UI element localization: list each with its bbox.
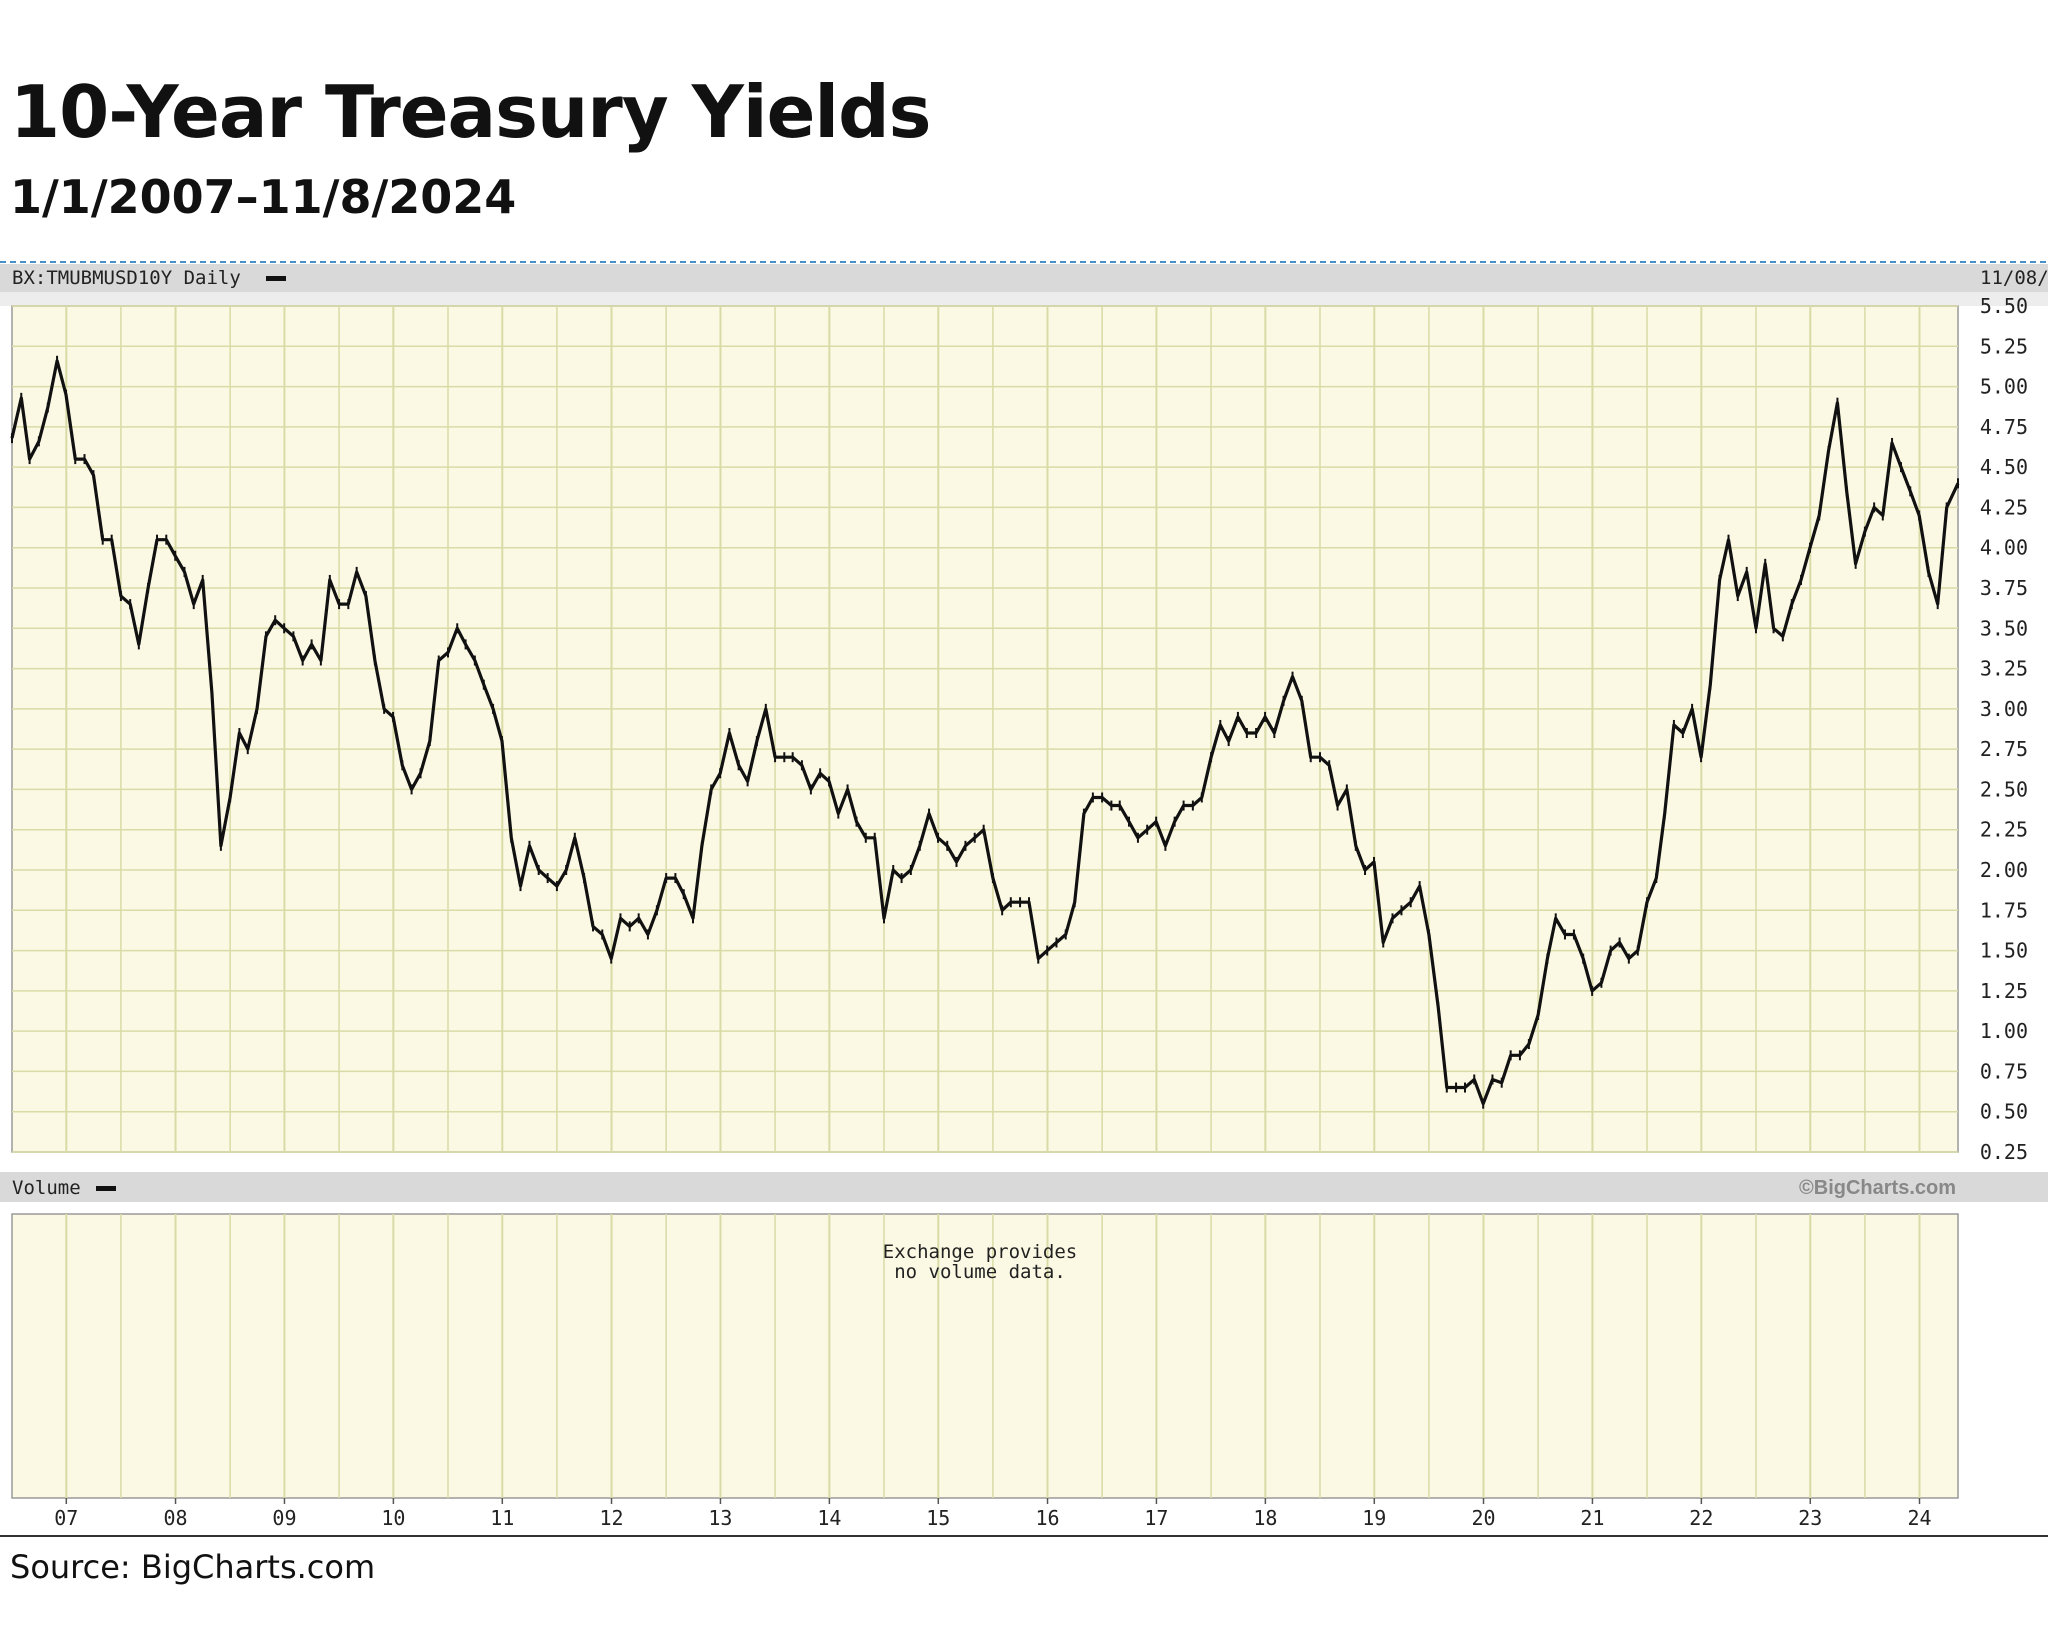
volume-label: Volume [12, 1177, 81, 1199]
x-tick-label: 19 [1362, 1506, 1386, 1530]
no-volume-line2: no volume data. [894, 1261, 1066, 1283]
y-tick-label: 5.00 [1980, 375, 2028, 399]
y-tick-label: 4.00 [1980, 536, 2028, 560]
volume-plot-area [11, 1213, 1959, 1499]
price-header-gap [0, 292, 2048, 306]
x-tick-label: 23 [1798, 1506, 1822, 1530]
x-tick-label: 20 [1471, 1506, 1495, 1530]
x-tick-label: 08 [163, 1506, 187, 1530]
y-tick-label: 3.75 [1980, 576, 2028, 600]
x-tick-label: 09 [272, 1506, 296, 1530]
no-volume-line1: Exchange provides [883, 1241, 1077, 1263]
x-tick-label: 11 [490, 1506, 514, 1530]
y-tick-label: 3.50 [1980, 616, 2028, 640]
y-tick-label: 1.00 [1980, 1019, 2028, 1043]
x-tick-label: 14 [817, 1506, 841, 1530]
bigcharts-watermark: ©BigCharts.com [1799, 1177, 1956, 1199]
y-tick-label: 2.75 [1980, 737, 2028, 761]
x-tick-label: 15 [926, 1506, 950, 1530]
y-tick-label: 1.50 [1980, 939, 2028, 963]
y-tick-label: 3.00 [1980, 697, 2028, 721]
x-tick-label: 13 [708, 1506, 732, 1530]
volume-header-bar [0, 1172, 2048, 1202]
y-tick-label: 4.50 [1980, 455, 2028, 479]
y-tick-label: 0.75 [1980, 1059, 2028, 1083]
y-tick-label: 0.25 [1980, 1140, 2028, 1164]
price-plot-area [11, 305, 1959, 1153]
y-tick-label: 5.50 [1980, 294, 2028, 318]
y-tick-label: 5.25 [1980, 334, 2028, 358]
y-tick-label: 1.75 [1980, 898, 2028, 922]
y-tick-label: 2.25 [1980, 818, 2028, 842]
x-tick-label: 17 [1144, 1506, 1168, 1530]
x-tick-label: 16 [1035, 1506, 1059, 1530]
y-tick-label: 0.50 [1980, 1100, 2028, 1124]
volume-collapse-dash-icon[interactable] [96, 1186, 116, 1191]
y-tick-label: 2.50 [1980, 777, 2028, 801]
x-tick-label: 10 [381, 1506, 405, 1530]
x-tick-label: 24 [1907, 1506, 1931, 1530]
page-title: 10-Year Treasury Yields [10, 70, 931, 154]
x-tick-label: 12 [599, 1506, 623, 1530]
page-subtitle: 1/1/2007–11/8/2024 [10, 170, 517, 224]
yield-chart: 5.50 5.25 5.00 4.75 4.50 4.25 4.00 3.75 3.50 3.25… [0, 261, 2048, 1537]
y-tick-label: 1.25 [1980, 979, 2028, 1003]
y-tick-label: 2.00 [1980, 858, 2028, 882]
x-tick-label: 18 [1253, 1506, 1277, 1530]
x-tick-label: 07 [54, 1506, 78, 1530]
y-tick-label: 3.25 [1980, 657, 2028, 681]
end-date-label: 11/08/ [1980, 267, 2048, 289]
y-tick-label: 4.75 [1980, 415, 2028, 439]
price-header-bar [0, 264, 2048, 292]
symbol-label: BX:TMUBMUSD10Y Daily [12, 267, 241, 289]
x-tick-label: 21 [1580, 1506, 1604, 1530]
x-tick-label: 22 [1689, 1506, 1713, 1530]
source-note: Source: BigCharts.com [10, 1548, 376, 1586]
y-tick-label: 4.25 [1980, 495, 2028, 519]
collapse-dash-icon[interactable] [266, 276, 286, 281]
